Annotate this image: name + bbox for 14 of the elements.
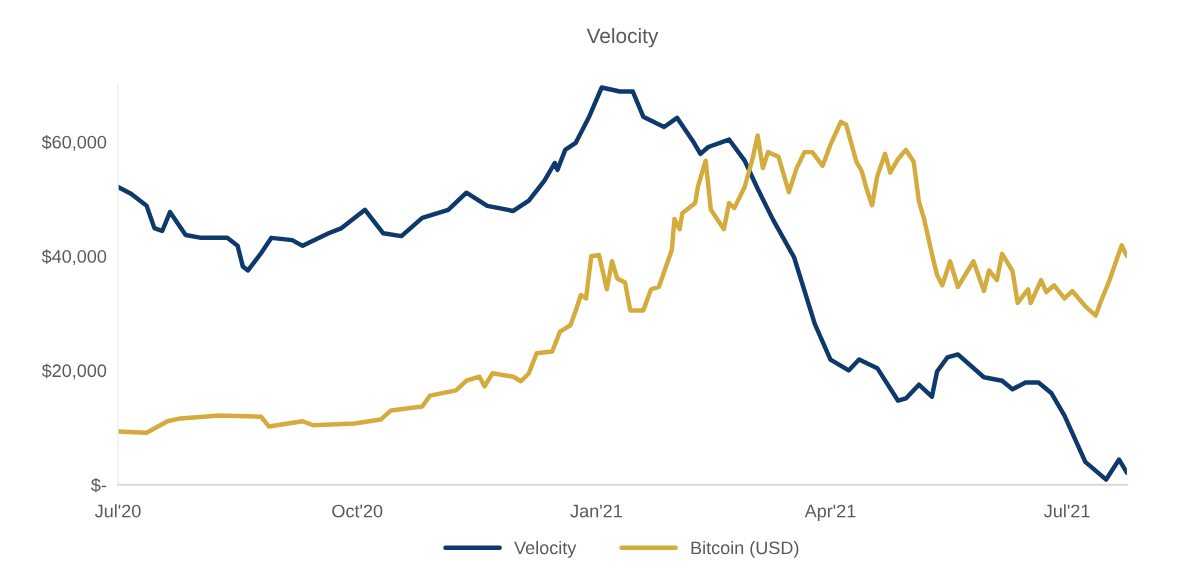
x-tick-label: Jan'21	[570, 504, 622, 518]
chart-title: Velocity	[586, 27, 659, 48]
y-tick-label: $60,000	[41, 135, 107, 151]
x-tick-label: Jul'20	[94, 504, 141, 518]
x-tick-label: Oct'20	[332, 504, 383, 518]
x-tick-label: Apr'21	[804, 504, 856, 521]
line-series	[118, 85, 1127, 482]
y-tick-label: $20,000	[41, 363, 107, 380]
legend-label: Velocity	[514, 540, 577, 558]
y-tick-label: $40,000	[41, 249, 107, 265]
legend-label: Bitcoin (USD)	[691, 540, 799, 558]
y-tick-label: $-	[91, 477, 107, 493]
line-series	[118, 119, 1127, 435]
x-tick-label: Jul'21	[1044, 504, 1090, 518]
